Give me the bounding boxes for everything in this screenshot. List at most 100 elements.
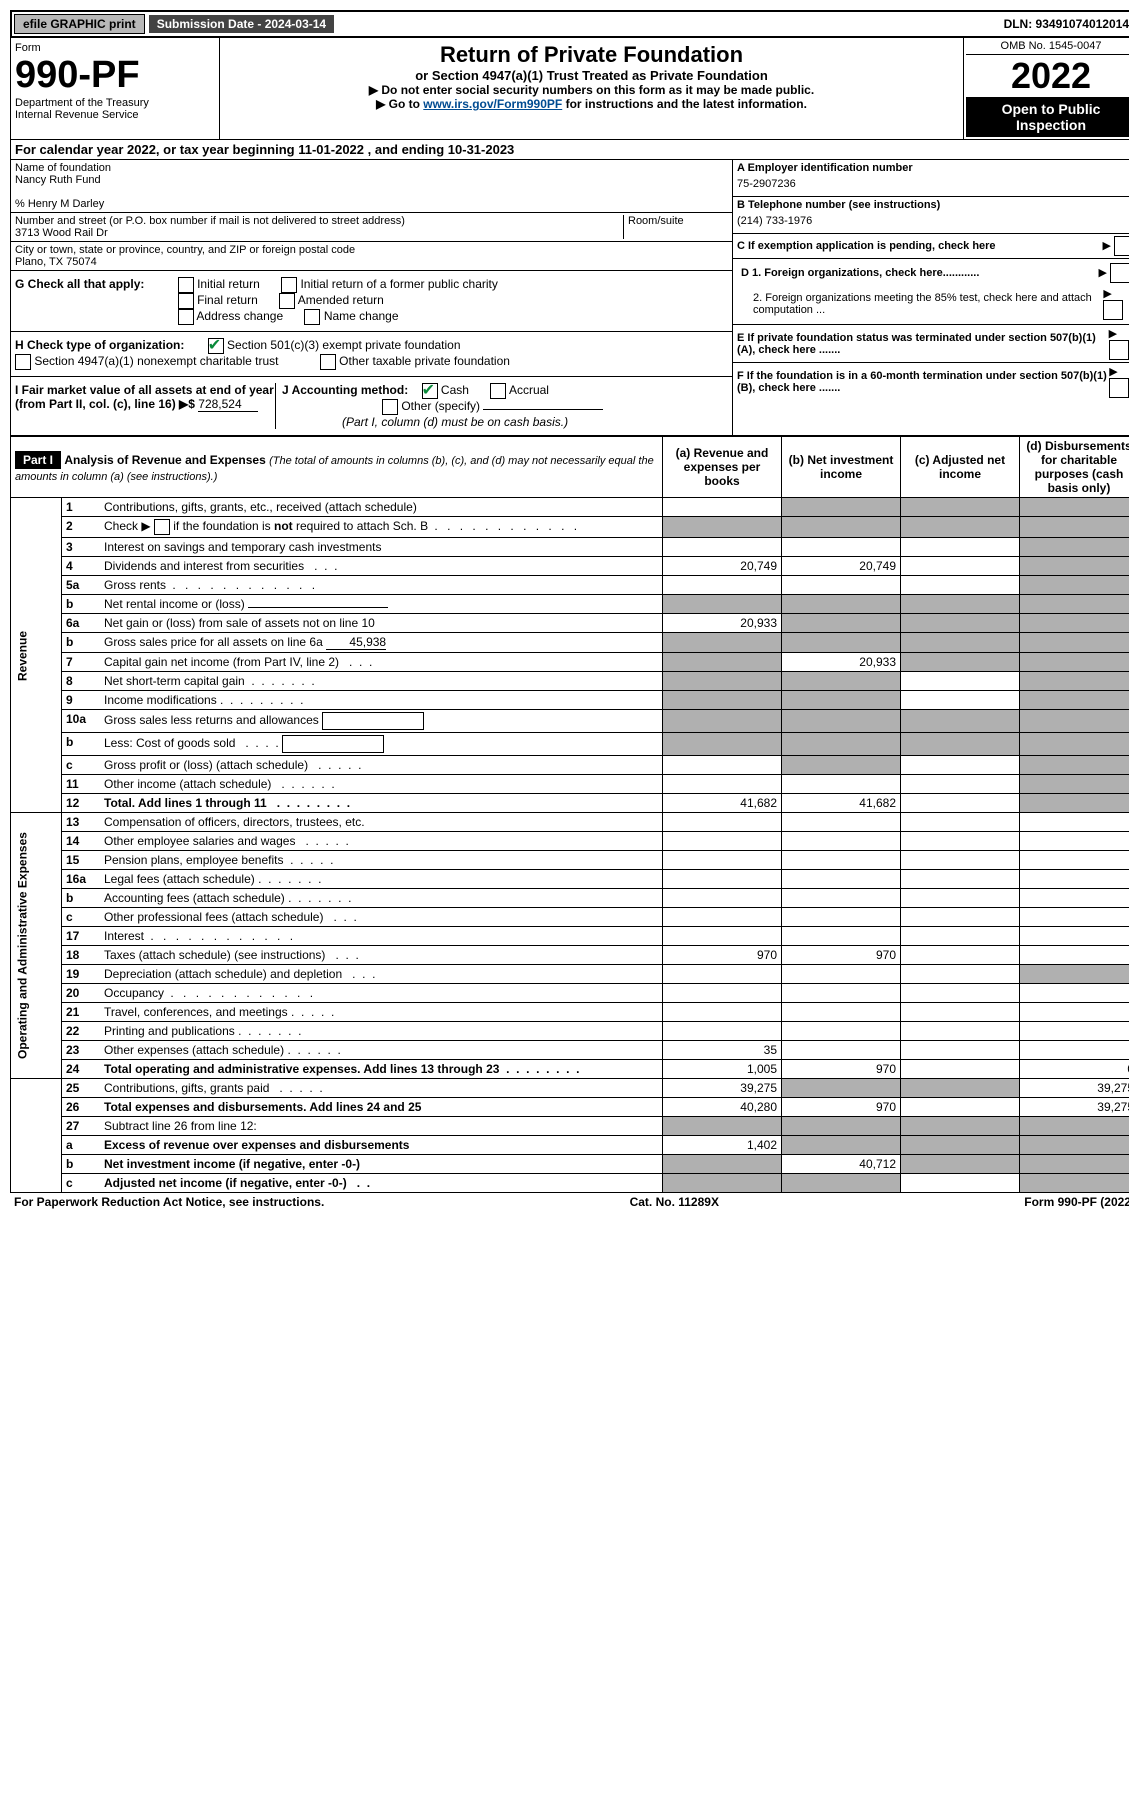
line-10a: Gross sales less returns and allowances bbox=[100, 710, 663, 733]
top-bar: efile GRAPHIC print Submission Date - 20… bbox=[10, 10, 1129, 38]
accrual-checkbox[interactable] bbox=[490, 383, 506, 399]
line-16b: Accounting fees (attach schedule) . . . … bbox=[100, 889, 663, 908]
other-method-checkbox[interactable] bbox=[382, 399, 398, 415]
amended-return-checkbox[interactable] bbox=[279, 293, 295, 309]
dept-treasury: Department of the Treasury bbox=[15, 97, 215, 109]
l26-d: 39,275 bbox=[1020, 1098, 1129, 1117]
l27b-b: 40,712 bbox=[782, 1155, 901, 1174]
line-25: Contributions, gifts, grants paid . . . … bbox=[100, 1079, 663, 1098]
line-3: Interest on savings and temporary cash i… bbox=[100, 538, 663, 557]
cat-no: Cat. No. 11289X bbox=[630, 1195, 719, 1209]
instruction-2: ▶ Go to www.irs.gov/Form990PF for instru… bbox=[224, 97, 959, 111]
irs-link[interactable]: www.irs.gov/Form990PF bbox=[423, 97, 562, 111]
line-7: Capital gain net income (from Part IV, l… bbox=[100, 653, 663, 672]
room-label: Room/suite bbox=[624, 215, 728, 239]
line-14: Other employee salaries and wages . . . … bbox=[100, 832, 663, 851]
efile-print-button[interactable]: efile GRAPHIC print bbox=[14, 14, 145, 34]
l25-a: 39,275 bbox=[663, 1079, 782, 1098]
c-checkbox[interactable] bbox=[1114, 236, 1129, 256]
line-13: Compensation of officers, directors, tru… bbox=[100, 813, 663, 832]
501c3-checkbox[interactable] bbox=[208, 338, 224, 354]
form-number: 990-PF bbox=[15, 54, 215, 97]
other-taxable-checkbox[interactable] bbox=[320, 354, 336, 370]
address-change-checkbox[interactable] bbox=[178, 309, 194, 325]
initial-return-checkbox[interactable] bbox=[178, 277, 194, 293]
line-8: Net short-term capital gain . . . . . . … bbox=[100, 672, 663, 691]
i-value: 728,524 bbox=[198, 397, 258, 412]
line-21: Travel, conferences, and meetings . . . … bbox=[100, 1003, 663, 1022]
l7-b: 20,933 bbox=[782, 653, 901, 672]
h1-label: Section 501(c)(3) exempt private foundat… bbox=[227, 338, 460, 352]
revenue-side-label: Revenue bbox=[11, 498, 62, 813]
l25-d: 39,275 bbox=[1020, 1079, 1129, 1098]
col-a-header: (a) Revenue and expenses per books bbox=[663, 437, 782, 498]
part-i-title: Analysis of Revenue and Expenses bbox=[64, 453, 265, 467]
schb-checkbox[interactable] bbox=[154, 519, 170, 535]
line-16a: Legal fees (attach schedule) . . . . . .… bbox=[100, 870, 663, 889]
name-label: Name of foundation bbox=[15, 162, 728, 174]
form-header: Form 990-PF Department of the Treasury I… bbox=[10, 38, 1129, 140]
4947-checkbox[interactable] bbox=[15, 354, 31, 370]
dln: DLN: 93491074012014 bbox=[996, 15, 1129, 33]
c-label: C If exemption application is pending, c… bbox=[737, 240, 996, 252]
g6-label: Name change bbox=[324, 309, 399, 323]
expenses-side-label: Operating and Administrative Expenses bbox=[11, 813, 62, 1079]
line-2: Check ▶ if the foundation is not require… bbox=[100, 517, 663, 538]
l24-d: 0 bbox=[1020, 1060, 1129, 1079]
instruction-1: ▶ Do not enter social security numbers o… bbox=[224, 83, 959, 97]
line-4: Dividends and interest from securities .… bbox=[100, 557, 663, 576]
omb-number: OMB No. 1545-0047 bbox=[966, 40, 1129, 55]
tax-year: 2022 bbox=[966, 55, 1129, 97]
line-27: Subtract line 26 from line 12: bbox=[100, 1117, 663, 1136]
city-label: City or town, state or province, country… bbox=[15, 244, 728, 256]
form-label: Form bbox=[15, 42, 215, 54]
d1-label: D 1. Foreign organizations, check here..… bbox=[741, 267, 979, 279]
calendar-year-row: For calendar year 2022, or tax year begi… bbox=[10, 140, 1129, 160]
g2-label: Initial return of a former public charit… bbox=[300, 277, 497, 291]
line-5a: Gross rents bbox=[100, 576, 663, 595]
col-c-header: (c) Adjusted net income bbox=[901, 437, 1020, 498]
line-23: Other expenses (attach schedule) . . . .… bbox=[100, 1041, 663, 1060]
l12-a: 41,682 bbox=[663, 794, 782, 813]
l4-b: 20,749 bbox=[782, 557, 901, 576]
line-5b: Net rental income or (loss) bbox=[100, 595, 663, 614]
line-6a: Net gain or (loss) from sale of assets n… bbox=[100, 614, 663, 633]
ein-value: 75-2907236 bbox=[737, 174, 1129, 194]
submission-date: Submission Date - 2024-03-14 bbox=[149, 15, 334, 33]
g-label: G Check all that apply: bbox=[15, 277, 144, 291]
line-27c: Adjusted net income (if negative, enter … bbox=[100, 1174, 663, 1193]
col-b-header: (b) Net investment income bbox=[782, 437, 901, 498]
footer: For Paperwork Reduction Act Notice, see … bbox=[10, 1193, 1129, 1211]
l26-b: 970 bbox=[782, 1098, 901, 1117]
h2-label: Section 4947(a)(1) nonexempt charitable … bbox=[34, 354, 278, 368]
l24-a: 1,005 bbox=[663, 1060, 782, 1079]
line-9: Income modifications . . . . . . . . . bbox=[100, 691, 663, 710]
form-subtitle: or Section 4947(a)(1) Trust Treated as P… bbox=[224, 68, 959, 83]
cash-checkbox[interactable] bbox=[422, 383, 438, 399]
j-note: (Part I, column (d) must be on cash basi… bbox=[342, 415, 568, 429]
paperwork-notice: For Paperwork Reduction Act Notice, see … bbox=[14, 1195, 324, 1209]
phone-value: (214) 733-1976 bbox=[737, 211, 1129, 231]
f-checkbox[interactable] bbox=[1109, 378, 1129, 398]
line-12: Total. Add lines 1 through 11 . . . . . … bbox=[100, 794, 663, 813]
line-15: Pension plans, employee benefits . . . .… bbox=[100, 851, 663, 870]
form-title: Return of Private Foundation bbox=[224, 42, 959, 68]
irs: Internal Revenue Service bbox=[15, 109, 215, 121]
line-16c: Other professional fees (attach schedule… bbox=[100, 908, 663, 927]
foundation-name: Nancy Ruth Fund bbox=[15, 174, 728, 186]
final-return-checkbox[interactable] bbox=[178, 293, 194, 309]
e-checkbox[interactable] bbox=[1109, 340, 1129, 360]
ein-label: A Employer identification number bbox=[737, 162, 1129, 174]
d2-checkbox[interactable] bbox=[1103, 300, 1123, 320]
g5-label: Address change bbox=[196, 309, 283, 323]
initial-former-checkbox[interactable] bbox=[281, 277, 297, 293]
l18-a: 970 bbox=[663, 946, 782, 965]
l12-b: 41,682 bbox=[782, 794, 901, 813]
f-label: F If the foundation is in a 60-month ter… bbox=[737, 370, 1109, 394]
line-10b: Less: Cost of goods sold . . . . bbox=[100, 733, 663, 756]
care-of: % Henry M Darley bbox=[15, 198, 728, 210]
form-ref: Form 990-PF (2022) bbox=[1024, 1195, 1129, 1209]
line-20: Occupancy bbox=[100, 984, 663, 1003]
name-change-checkbox[interactable] bbox=[304, 309, 320, 325]
d1-checkbox[interactable] bbox=[1110, 263, 1129, 283]
